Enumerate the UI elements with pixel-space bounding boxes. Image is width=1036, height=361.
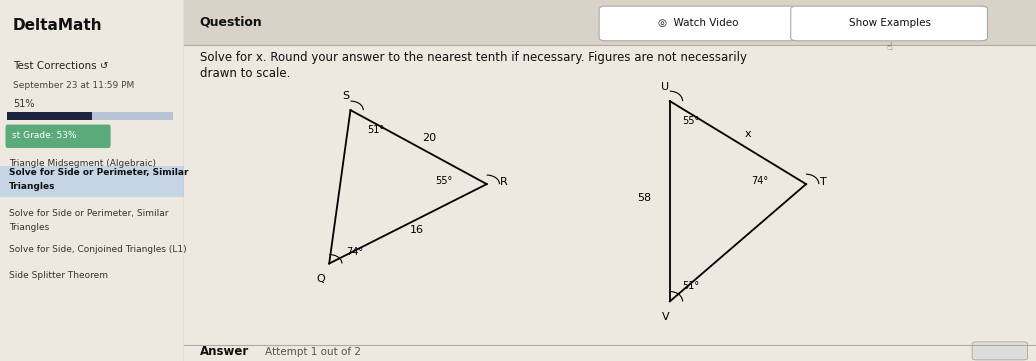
Text: Attempt 1 out of 2: Attempt 1 out of 2 — [265, 347, 362, 357]
Text: T: T — [819, 177, 827, 187]
Text: 51°: 51° — [683, 281, 699, 291]
Text: R: R — [500, 177, 508, 187]
Text: 74°: 74° — [346, 247, 364, 257]
Text: 51%: 51% — [12, 99, 34, 109]
Text: U: U — [662, 82, 669, 92]
Text: Solve for Side or Perimeter, Similar: Solve for Side or Perimeter, Similar — [9, 209, 169, 218]
Text: 74°: 74° — [751, 175, 768, 186]
FancyBboxPatch shape — [5, 125, 111, 148]
Text: Triangles: Triangles — [9, 182, 56, 191]
FancyBboxPatch shape — [599, 6, 796, 41]
Text: Q: Q — [316, 274, 325, 284]
Text: Triangle Midsegment (Algebraic): Triangle Midsegment (Algebraic) — [9, 159, 156, 168]
Bar — [7, 112, 92, 120]
Bar — [7, 112, 173, 120]
Text: September 23 at 11:59 PM: September 23 at 11:59 PM — [12, 81, 134, 90]
Text: 55°: 55° — [683, 116, 700, 126]
Text: V: V — [662, 312, 669, 322]
Text: 55°: 55° — [435, 175, 453, 186]
Text: Answer: Answer — [200, 345, 249, 358]
Text: Triangles: Triangles — [9, 223, 50, 232]
Text: S: S — [343, 91, 350, 101]
Text: st Grade: 53%: st Grade: 53% — [12, 131, 77, 140]
Text: DeltaMath: DeltaMath — [12, 18, 103, 33]
Text: Solve for x. Round your answer to the nearest tenth if necessary. Figures are no: Solve for x. Round your answer to the ne… — [200, 51, 747, 64]
Bar — [184, 0, 1036, 45]
Text: ☝: ☝ — [887, 42, 893, 52]
Text: 58: 58 — [637, 193, 652, 203]
FancyBboxPatch shape — [972, 342, 1028, 360]
Text: 16: 16 — [409, 225, 424, 235]
Text: Show Examples: Show Examples — [848, 18, 930, 28]
Text: 20: 20 — [422, 132, 436, 143]
FancyBboxPatch shape — [790, 6, 987, 41]
Text: drawn to scale.: drawn to scale. — [200, 67, 290, 80]
Text: Side Splitter Theorem: Side Splitter Theorem — [9, 271, 108, 280]
Text: Solve for Side, Conjoined Triangles (L1): Solve for Side, Conjoined Triangles (L1) — [9, 245, 186, 255]
Bar — [0, 166, 184, 197]
Text: Solve for Side or Perimeter, Similar: Solve for Side or Perimeter, Similar — [9, 168, 189, 177]
Text: ◎  Watch Video: ◎ Watch Video — [658, 18, 739, 28]
Text: Question: Question — [200, 15, 262, 28]
Text: Test Corrections ↺: Test Corrections ↺ — [12, 61, 109, 71]
Text: x: x — [745, 129, 751, 139]
Text: 51°: 51° — [368, 125, 384, 135]
